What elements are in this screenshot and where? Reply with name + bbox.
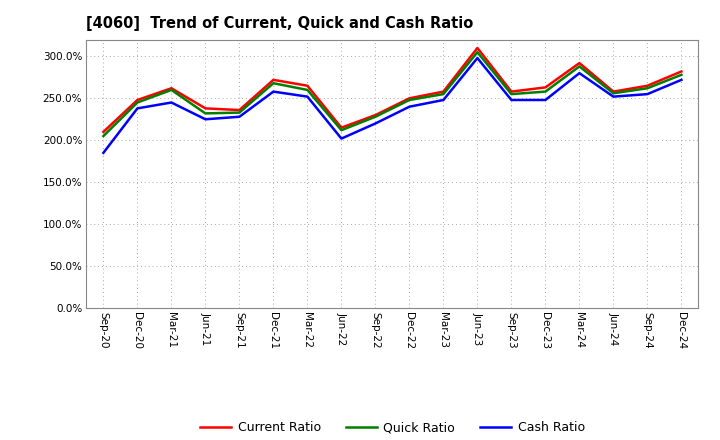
Quick Ratio [371,114,379,119]
Line: Quick Ratio: Quick Ratio [104,52,681,136]
Cash Ratio [507,97,516,103]
Current Ratio [133,97,142,103]
Line: Current Ratio: Current Ratio [104,48,681,132]
Quick Ratio [201,111,210,116]
Cash Ratio [541,97,550,103]
Cash Ratio [609,94,618,99]
Text: [4060]  Trend of Current, Quick and Cash Ratio: [4060] Trend of Current, Quick and Cash … [86,16,474,32]
Cash Ratio [337,136,346,141]
Quick Ratio [133,100,142,105]
Current Ratio [303,83,312,88]
Quick Ratio [609,91,618,96]
Quick Ratio [405,97,414,103]
Quick Ratio [507,92,516,97]
Cash Ratio [99,150,108,155]
Current Ratio [201,106,210,111]
Current Ratio [99,129,108,135]
Cash Ratio [643,92,652,97]
Quick Ratio [643,86,652,91]
Quick Ratio [575,64,584,69]
Quick Ratio [473,50,482,55]
Current Ratio [371,113,379,118]
Current Ratio [235,107,243,113]
Current Ratio [541,85,550,90]
Quick Ratio [269,81,278,86]
Current Ratio [405,95,414,101]
Cash Ratio [473,55,482,61]
Quick Ratio [99,133,108,139]
Quick Ratio [439,92,448,97]
Cash Ratio [235,114,243,119]
Current Ratio [643,83,652,88]
Quick Ratio [303,87,312,92]
Current Ratio [677,69,685,74]
Cash Ratio [677,77,685,82]
Current Ratio [507,89,516,94]
Cash Ratio [201,117,210,122]
Cash Ratio [269,89,278,94]
Quick Ratio [337,128,346,133]
Cash Ratio [167,100,176,105]
Current Ratio [609,89,618,94]
Current Ratio [337,125,346,130]
Cash Ratio [303,94,312,99]
Cash Ratio [405,104,414,109]
Current Ratio [269,77,278,82]
Cash Ratio [439,97,448,103]
Current Ratio [439,89,448,94]
Line: Cash Ratio: Cash Ratio [104,58,681,153]
Cash Ratio [575,70,584,76]
Current Ratio [473,45,482,51]
Quick Ratio [235,110,243,115]
Quick Ratio [541,89,550,94]
Current Ratio [167,86,176,91]
Cash Ratio [133,106,142,111]
Quick Ratio [677,72,685,77]
Quick Ratio [167,87,176,92]
Legend: Current Ratio, Quick Ratio, Cash Ratio: Current Ratio, Quick Ratio, Cash Ratio [195,416,590,439]
Current Ratio [575,60,584,66]
Cash Ratio [371,121,379,126]
